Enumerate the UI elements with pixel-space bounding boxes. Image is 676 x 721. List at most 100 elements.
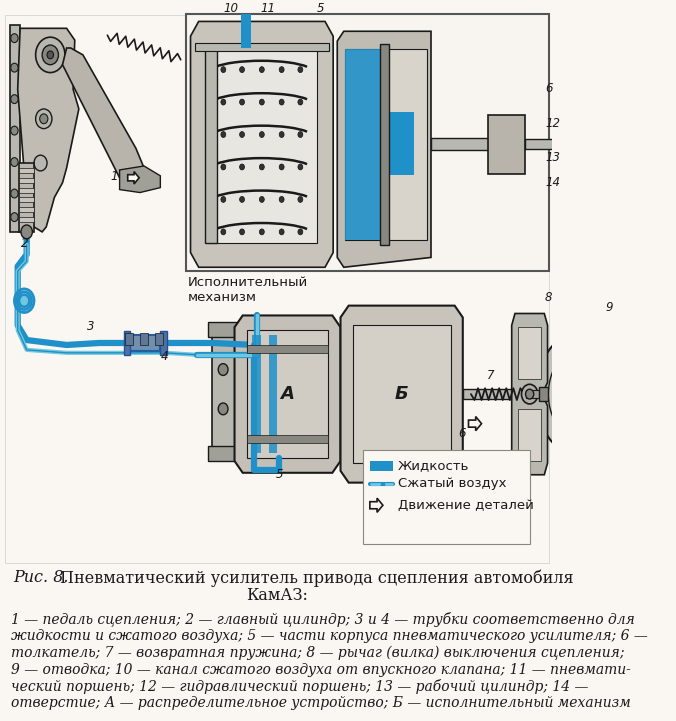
- Text: 10: 10: [224, 1, 239, 14]
- Circle shape: [260, 229, 264, 235]
- Circle shape: [239, 66, 245, 73]
- Bar: [380, 44, 389, 244]
- Polygon shape: [512, 314, 548, 474]
- Bar: [5, 14, 549, 563]
- Circle shape: [221, 196, 226, 203]
- Circle shape: [548, 343, 633, 446]
- Circle shape: [20, 295, 29, 306]
- Text: 7: 7: [487, 369, 495, 382]
- Circle shape: [260, 131, 264, 138]
- Circle shape: [279, 99, 284, 105]
- Text: 5: 5: [275, 468, 283, 481]
- Bar: [155, 333, 163, 345]
- Polygon shape: [337, 31, 431, 267]
- Bar: [345, 49, 380, 240]
- Circle shape: [221, 99, 226, 105]
- Polygon shape: [235, 316, 341, 473]
- Circle shape: [525, 389, 534, 399]
- Circle shape: [298, 99, 303, 105]
- Bar: [20, 208, 34, 212]
- Text: 9 — отводка; 10 — канал сжатого воздуха от впускного клапана; 11 — пневмати-: 9 — отводка; 10 — канал сжатого воздуха …: [11, 663, 631, 676]
- Bar: [206, 46, 216, 243]
- Bar: [463, 389, 528, 399]
- Bar: [269, 335, 277, 453]
- Bar: [488, 115, 525, 174]
- Text: 13: 13: [545, 151, 560, 164]
- Text: 5: 5: [317, 1, 324, 14]
- Text: 8: 8: [544, 291, 552, 304]
- Circle shape: [36, 37, 65, 73]
- Text: Б: Б: [395, 385, 408, 403]
- Text: Пневматический усилитель привода сцепления автомобиля: Пневматический усилитель привода сцеплен…: [60, 569, 574, 587]
- Circle shape: [279, 229, 284, 235]
- Circle shape: [239, 131, 245, 138]
- Circle shape: [298, 131, 303, 138]
- Bar: [389, 112, 414, 174]
- Text: жидкости и сжатого воздуха; 5 — части корпуса пневматического усилителя; 6 —: жидкости и сжатого воздуха; 5 — части ко…: [11, 629, 648, 643]
- Text: 14: 14: [545, 176, 560, 189]
- Circle shape: [535, 327, 646, 461]
- Circle shape: [239, 196, 245, 203]
- Circle shape: [566, 365, 615, 424]
- Circle shape: [239, 229, 245, 235]
- Bar: [160, 331, 167, 355]
- Bar: [124, 331, 130, 355]
- Circle shape: [36, 109, 52, 128]
- Text: 6: 6: [545, 82, 552, 95]
- Circle shape: [221, 229, 226, 235]
- Text: 4: 4: [160, 350, 168, 363]
- Circle shape: [11, 189, 18, 198]
- Circle shape: [11, 158, 18, 167]
- Circle shape: [298, 164, 303, 170]
- Bar: [353, 325, 451, 463]
- Circle shape: [221, 131, 226, 138]
- Circle shape: [260, 164, 264, 170]
- Bar: [212, 330, 235, 448]
- Bar: [20, 163, 34, 232]
- Bar: [20, 198, 34, 203]
- Circle shape: [586, 388, 596, 400]
- Circle shape: [279, 196, 284, 203]
- Circle shape: [298, 196, 303, 203]
- Circle shape: [239, 99, 245, 105]
- Circle shape: [21, 225, 32, 239]
- Polygon shape: [191, 22, 333, 267]
- Text: Исполнительный
механизм: Исполнительный механизм: [187, 276, 308, 304]
- Bar: [431, 138, 492, 150]
- Bar: [208, 322, 239, 337]
- Polygon shape: [518, 327, 541, 379]
- Circle shape: [11, 63, 18, 72]
- Bar: [370, 461, 393, 471]
- Circle shape: [11, 94, 18, 104]
- Text: А: А: [281, 385, 295, 403]
- Bar: [527, 390, 543, 398]
- Text: Жидкость: Жидкость: [397, 459, 469, 472]
- Circle shape: [521, 384, 538, 404]
- Bar: [252, 335, 261, 453]
- Bar: [380, 44, 389, 244]
- Circle shape: [40, 114, 48, 124]
- Bar: [187, 14, 549, 271]
- Text: 11: 11: [260, 1, 275, 14]
- Bar: [241, 14, 251, 48]
- Text: 1 — педаль сцепления; 2 — главный цилиндр; 3 и 4 — трубки соответственно для: 1 — педаль сцепления; 2 — главный цилинд…: [11, 612, 635, 627]
- Circle shape: [42, 45, 58, 65]
- Bar: [525, 139, 557, 149]
- Text: ческий поршень; 12 — гидравлический поршень; 13 — рабочий цилиндр; 14 —: ческий поршень; 12 — гидравлический порш…: [11, 679, 589, 694]
- Text: 9: 9: [606, 301, 613, 314]
- Circle shape: [221, 66, 226, 73]
- Circle shape: [47, 51, 53, 59]
- Bar: [125, 333, 133, 345]
- Bar: [140, 333, 148, 345]
- Circle shape: [298, 229, 303, 235]
- Bar: [363, 450, 531, 544]
- Text: отверстие; А — распределительное устройство; Б — исполнительный механизм: отверстие; А — распределительное устройс…: [11, 696, 631, 710]
- Circle shape: [11, 213, 18, 221]
- Polygon shape: [128, 172, 139, 184]
- Circle shape: [260, 66, 264, 73]
- Circle shape: [260, 99, 264, 105]
- Circle shape: [279, 131, 284, 138]
- Circle shape: [221, 164, 226, 170]
- Circle shape: [298, 66, 303, 73]
- Circle shape: [11, 34, 18, 43]
